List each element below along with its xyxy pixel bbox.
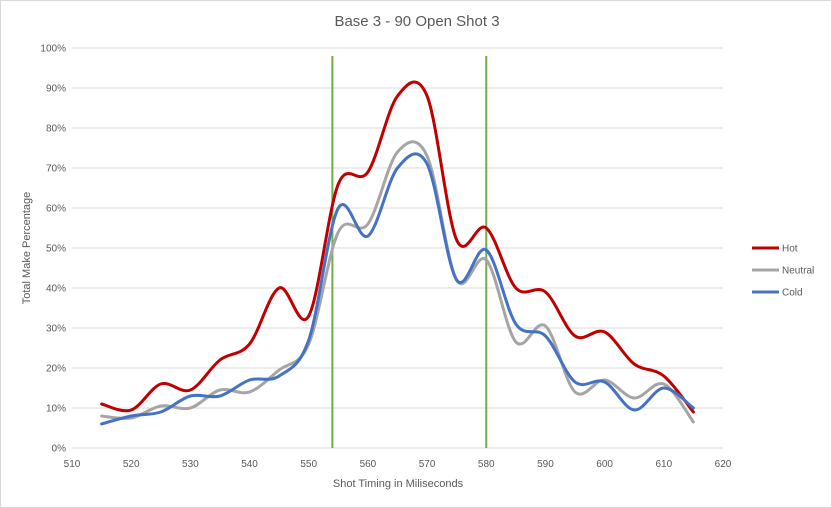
legend: Hot Neutral Cold — [752, 244, 814, 299]
x-tick-label: 560 — [360, 459, 377, 470]
y-tick-label: 80% — [46, 124, 66, 135]
y-tick-label: 40% — [46, 284, 66, 295]
chart-title: Base 3 - 90 Open Shot 3 — [334, 13, 499, 30]
legend-label-cold: Cold — [782, 288, 803, 299]
x-tick-label: 600 — [596, 459, 613, 470]
x-tick-label: 590 — [537, 459, 554, 470]
y-axis-label: Total Make Percentage — [21, 192, 33, 305]
x-tick-label: 510 — [64, 459, 81, 470]
x-tick-label: 570 — [419, 459, 436, 470]
series-line-cold — [100, 152, 695, 426]
x-tick-label: 550 — [300, 459, 317, 470]
x-axis-label: Shot Timing in Miliseconds — [333, 478, 464, 490]
x-tick-label: 580 — [478, 459, 495, 470]
y-tick-label: 30% — [46, 324, 66, 335]
y-tick-label: 100% — [40, 44, 66, 55]
y-tick-label: 20% — [46, 364, 66, 375]
legend-label-neutral: Neutral — [782, 266, 814, 277]
series-lines — [100, 80, 695, 426]
series-line-hot — [100, 80, 695, 414]
x-tick-label: 620 — [715, 459, 732, 470]
x-tick-label: 540 — [241, 459, 258, 470]
x-tick-label: 610 — [655, 459, 672, 470]
series-line-neutral — [100, 140, 695, 424]
x-axis-ticks: 510 520 530 540 550 560 570 580 590 600 610 620 — [64, 459, 732, 470]
gridlines — [72, 47, 723, 449]
y-tick-label: 10% — [46, 404, 66, 415]
y-axis-ticks: 0% 10% 20% 30% 40% 50% 60% 70% 80% 90% 100% — [40, 44, 66, 455]
y-tick-label: 70% — [46, 164, 66, 175]
vertical-markers — [331, 56, 488, 448]
y-tick-label: 60% — [46, 204, 66, 215]
x-tick-label: 520 — [123, 459, 140, 470]
y-tick-label: 50% — [46, 244, 66, 255]
legend-label-hot: Hot — [782, 244, 798, 255]
x-tick-label: 530 — [182, 459, 199, 470]
y-tick-label: 0% — [52, 444, 67, 455]
y-tick-label: 90% — [46, 84, 66, 95]
